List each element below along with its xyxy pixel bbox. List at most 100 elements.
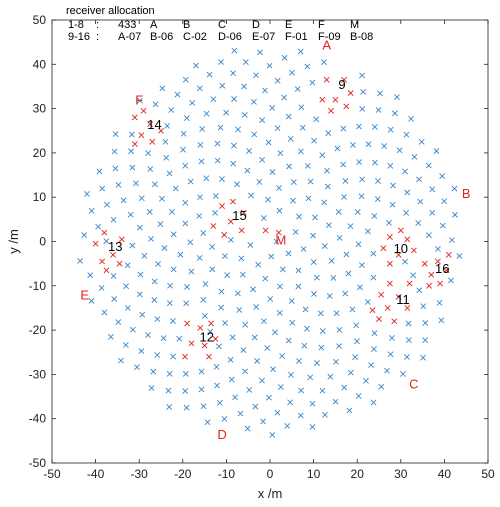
array-point [212,209,218,216]
array-point [246,387,253,393]
array-point [257,49,263,56]
array-point [148,385,155,391]
y-axis-label: y /m [6,229,21,254]
array-point [231,142,237,149]
array-point [342,290,349,297]
selected-point [443,267,450,274]
array-point [124,304,131,311]
selected-point [378,291,385,298]
array-point [312,214,318,221]
array-point [355,241,362,248]
array-point [324,167,330,174]
array-point [359,105,366,112]
array-point [269,104,276,111]
array-point [267,296,274,302]
array-point [287,399,294,406]
subarray-number: 14 [147,117,161,132]
array-point [244,167,251,174]
array-point [269,169,276,175]
selected-point [184,320,191,327]
selected-point [131,114,138,121]
y-tick-label: -20 [29,323,47,337]
legend-cell: B [183,19,190,31]
array-point [157,221,164,227]
selected-point [208,320,215,327]
legend-cell: D [252,19,260,31]
array-point [146,208,153,215]
array-point [313,274,320,281]
array-point [260,318,267,325]
array-point [300,246,307,252]
array-point [320,59,327,66]
array-point [319,328,326,334]
array-point [289,319,296,326]
array-point [107,333,114,340]
array-point [229,334,236,341]
receiver-array-points [77,47,463,438]
array-point [336,327,343,333]
array-point [177,251,184,258]
array-point [147,166,154,172]
array-point [321,199,328,206]
array-point [340,161,347,168]
array-point [362,377,369,384]
array-point [336,343,343,350]
array-point [297,48,304,55]
array-point [99,185,106,192]
array-point [370,399,377,406]
legend-cell: : [96,31,99,43]
array-point [198,386,205,393]
selected-point [380,245,387,252]
array-point [272,329,278,336]
array-point [378,383,385,390]
array-point [327,373,334,380]
array-point [129,326,136,333]
array-point [295,267,302,274]
selected-point [197,324,204,331]
array-point [241,83,248,90]
array-point [193,62,199,69]
array-point [360,88,367,95]
array-point [231,47,238,54]
group-label: B [462,186,471,201]
array-point [304,63,311,70]
legend-title: receiver allocation [66,5,155,17]
array-point [115,319,122,325]
array-point [196,85,203,92]
array-point [284,423,291,429]
legend-cell: A [150,19,158,31]
array-point [297,148,304,155]
array-point [451,185,458,192]
array-point [262,275,269,282]
array-point [274,409,281,416]
y-tick-label: 20 [33,146,47,160]
array-point [389,201,396,208]
array-point [81,232,88,239]
array-point [227,236,234,243]
legend-cell: 433 [118,19,136,31]
array-point [187,239,194,246]
array-point [276,207,283,214]
array-point [248,192,254,199]
array-point [375,178,381,184]
array-point [180,130,187,137]
array-point [429,186,436,193]
array-point [236,306,243,313]
array-point [274,125,281,132]
array-point [162,138,169,145]
array-point [123,283,129,290]
array-point [169,318,176,324]
selected-point [206,353,212,360]
array-point [448,237,455,244]
selected-point [230,198,236,205]
selected-point [103,267,110,274]
x-tick-label: 10 [307,467,321,481]
selected-point [240,209,247,216]
array-point [325,222,332,229]
array-point [285,250,292,257]
array-point [239,271,246,278]
array-point [295,358,302,364]
array-point [207,328,214,335]
array-point [325,130,332,137]
